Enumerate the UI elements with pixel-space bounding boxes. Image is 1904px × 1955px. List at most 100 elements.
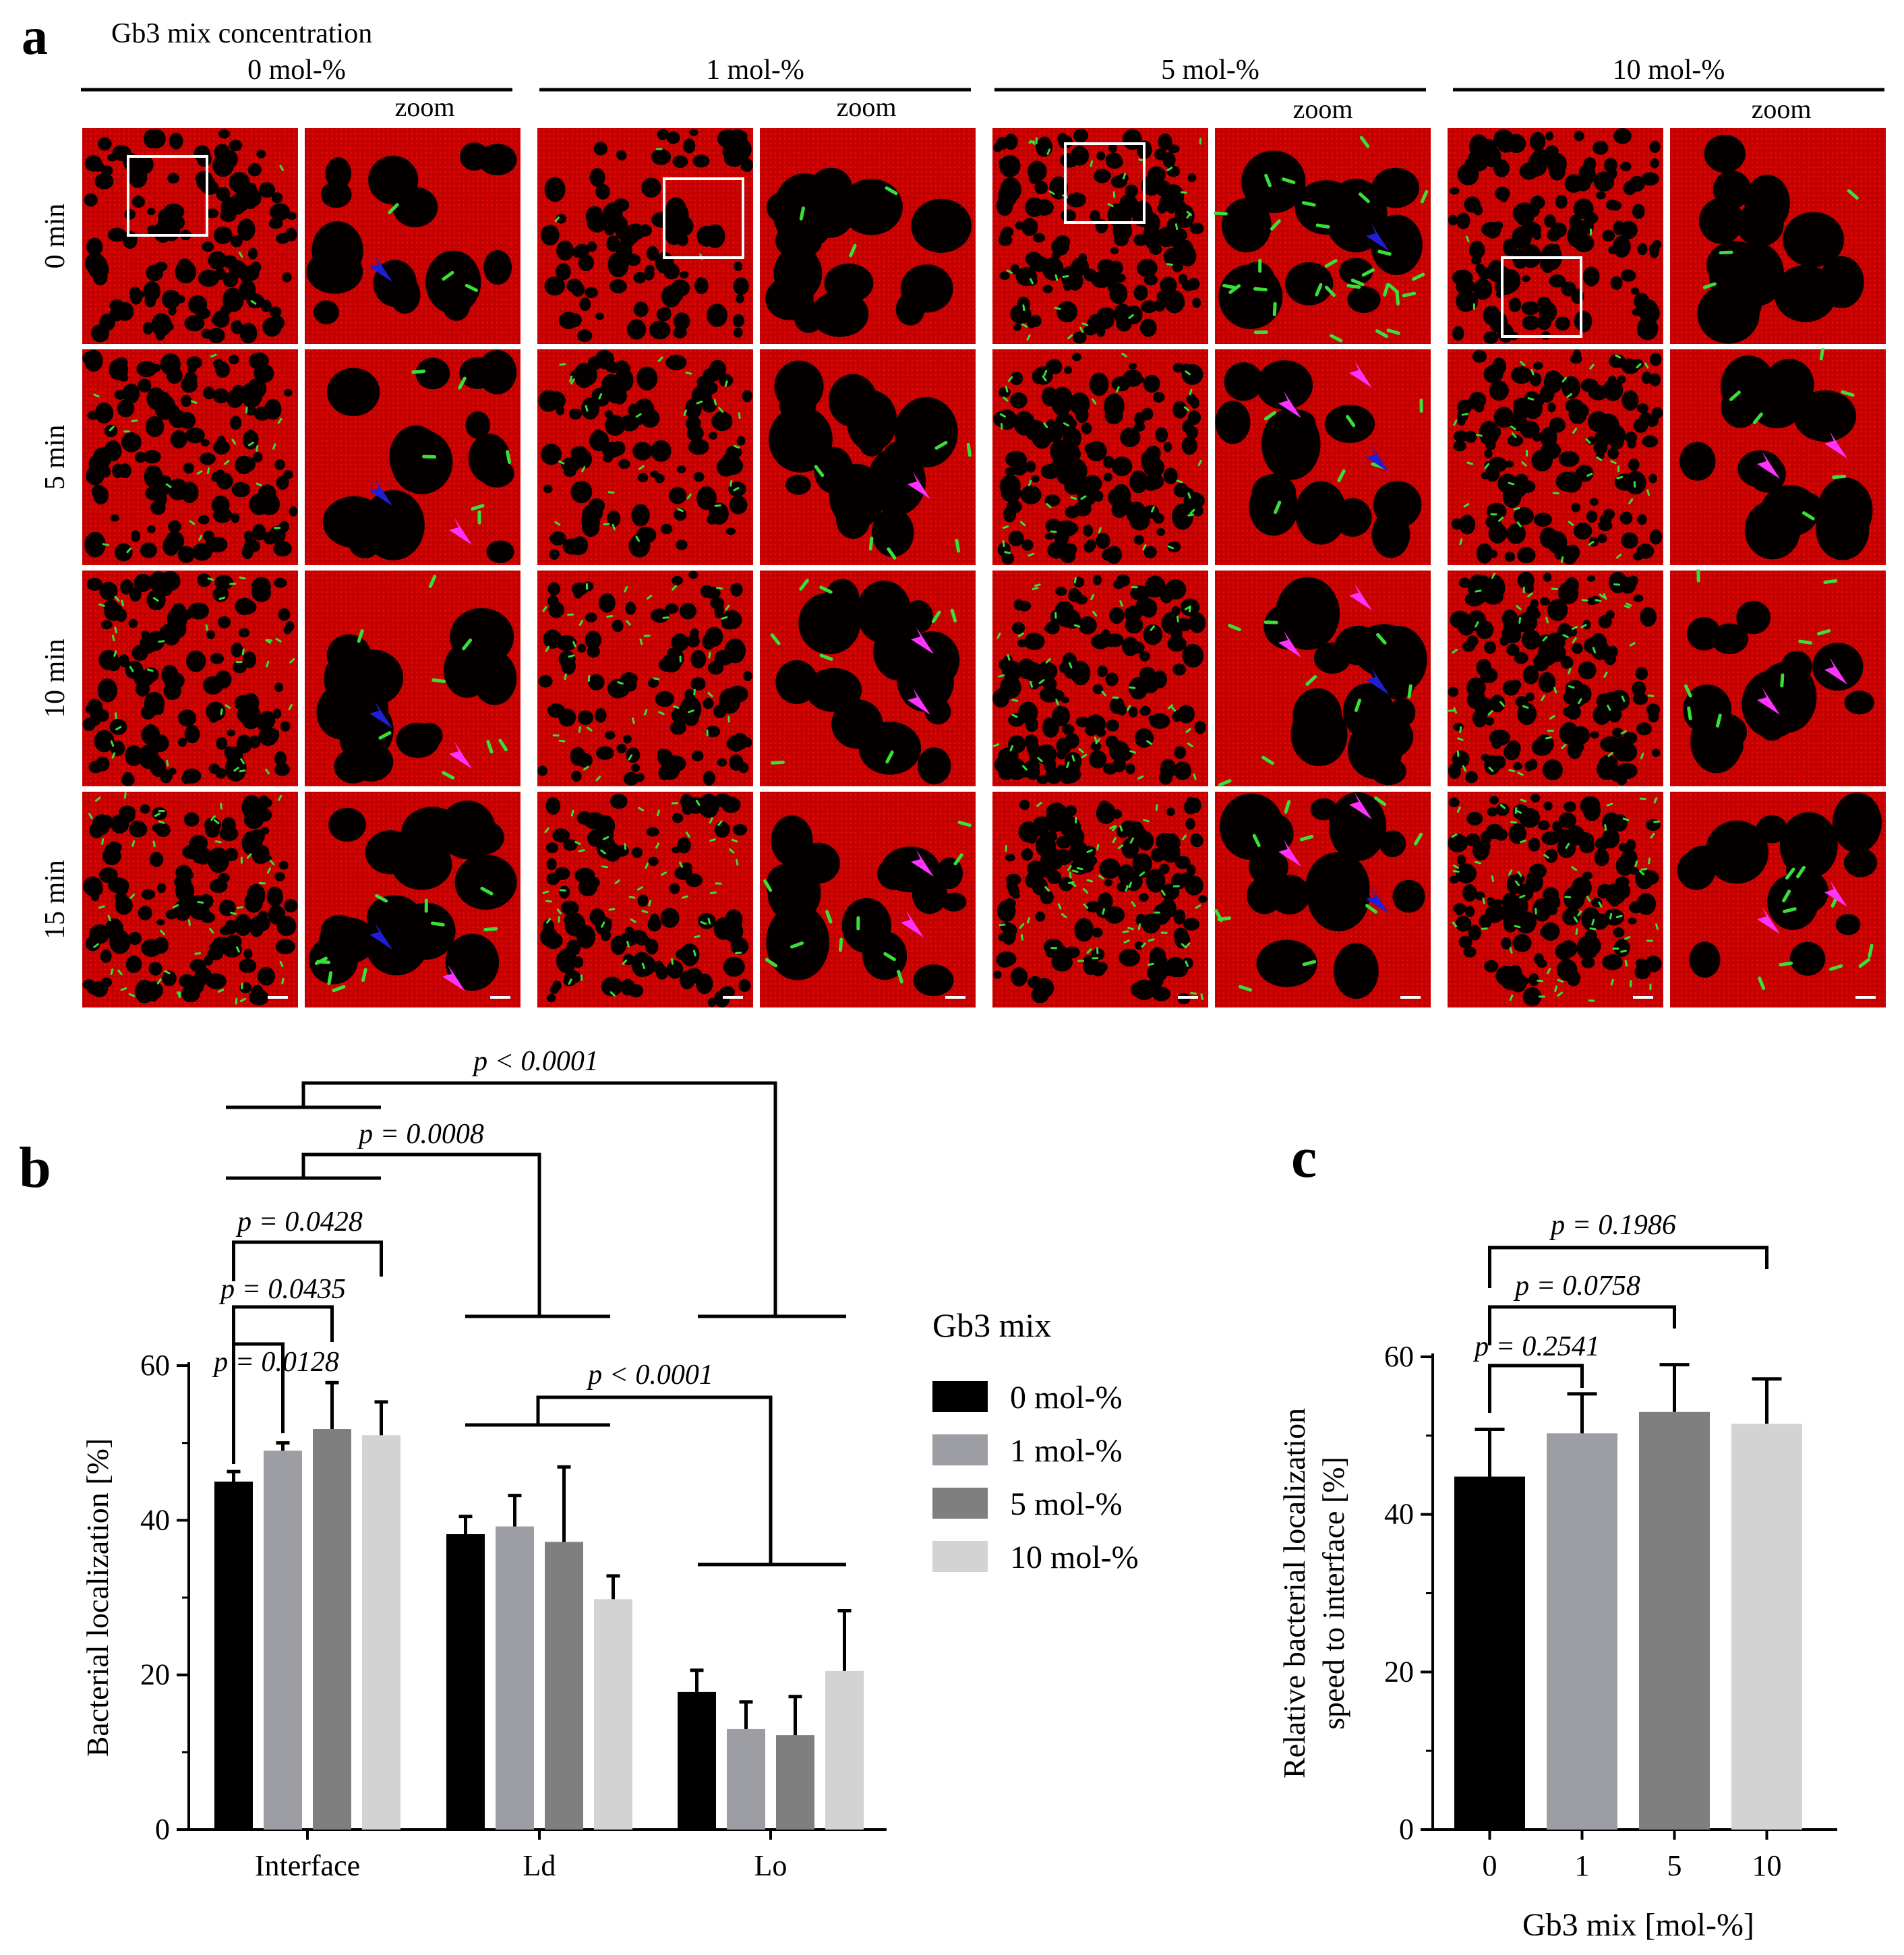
bacterium	[1086, 948, 1092, 954]
lipid-domain	[157, 883, 166, 894]
lipid-domain	[314, 300, 339, 324]
lipid-domain	[1642, 435, 1659, 448]
bacterium	[1517, 871, 1522, 877]
lipid-domain	[1517, 571, 1535, 589]
lipid-domain	[1103, 472, 1112, 482]
bacterium	[645, 862, 649, 869]
bacterium	[1101, 691, 1107, 697]
lipid-domain	[200, 439, 210, 446]
lipid-domain	[1023, 662, 1044, 682]
lipid-domain	[130, 530, 141, 542]
bacterium	[622, 959, 628, 965]
lipid-domain	[272, 708, 282, 719]
bacterium	[736, 858, 739, 866]
lipid-domain	[538, 675, 553, 688]
b-y-axis-label: Bacterial localization [%]	[80, 1438, 115, 1757]
bacterium	[1484, 463, 1490, 469]
bacterium	[1562, 634, 1569, 639]
bacterium	[825, 910, 833, 924]
tile-g3-zoom-r2	[1670, 568, 1886, 786]
bacterium	[1482, 897, 1485, 904]
lipid-domain	[1448, 797, 1460, 807]
bacterium	[542, 606, 547, 612]
lipid-domain	[556, 214, 567, 224]
lipid-domain	[1170, 626, 1183, 641]
bacterium	[1061, 913, 1067, 918]
lipid-domain	[894, 397, 958, 468]
lipid-domain	[1630, 287, 1640, 295]
bacterium	[1640, 753, 1644, 759]
lipid-domain	[1121, 838, 1139, 859]
lipid-domain	[711, 411, 733, 432]
lipid-domain	[1092, 684, 1104, 695]
lipid-domain	[1540, 597, 1550, 606]
lipid-domain	[1684, 846, 1723, 879]
lipid-domain	[671, 633, 689, 651]
bacterium	[1553, 687, 1557, 694]
bacterium	[1361, 268, 1375, 277]
bacterium	[191, 400, 198, 404]
lipid-domain	[1572, 349, 1582, 360]
lipid-domain	[547, 595, 559, 607]
lipid-domain	[1509, 972, 1527, 993]
bacterium	[574, 841, 581, 845]
bacterium	[113, 650, 117, 657]
lipid-domain	[1086, 440, 1107, 462]
bacterium	[1581, 599, 1588, 602]
lipid-domain	[666, 960, 684, 979]
bacterium	[1603, 671, 1608, 678]
bacterium	[934, 440, 948, 450]
bacterium	[718, 407, 724, 413]
arrow-pink	[1349, 361, 1372, 388]
bacterium	[545, 900, 552, 903]
lipid-domain	[1479, 420, 1499, 446]
lipid-domain	[996, 952, 1014, 968]
bacterium	[564, 673, 568, 680]
lipid-domain	[1103, 455, 1114, 469]
lipid-domain	[721, 452, 738, 472]
bacterium	[110, 740, 115, 747]
bacterium	[1488, 766, 1494, 772]
bacterium	[1079, 326, 1084, 333]
lipid-domain	[1526, 608, 1541, 620]
bacterium	[626, 620, 631, 626]
arrow-pink	[1757, 452, 1780, 479]
bacterium	[1508, 769, 1516, 773]
bacterium	[1121, 353, 1128, 357]
lipid-domain	[578, 710, 593, 726]
lipid-domain	[1017, 600, 1032, 612]
lipid-domain	[1111, 376, 1131, 392]
bacterium	[628, 896, 636, 899]
lipid-domain	[1524, 760, 1534, 771]
lipid-domain	[587, 829, 603, 847]
bacterium	[1284, 800, 1291, 814]
bacterium	[428, 575, 437, 589]
bacterium	[686, 831, 690, 838]
lipid-domain	[143, 450, 161, 464]
lipid-domain	[694, 276, 709, 295]
lipid-domain	[231, 513, 240, 523]
lipid-domain	[572, 247, 583, 258]
bacterium	[607, 491, 615, 494]
lipid-domain	[143, 981, 163, 1000]
bacterium	[1634, 860, 1638, 868]
lipid-domain	[247, 247, 258, 260]
lipid-domain	[540, 927, 558, 947]
panel-a-header: Gb3 mix concentration	[111, 18, 372, 49]
lipid-domain	[147, 208, 156, 216]
b-bar-Interface-5 mol-%	[313, 1429, 351, 1830]
lipid-domain	[1030, 314, 1042, 327]
bacterium	[1305, 675, 1317, 686]
bacterium	[1541, 695, 1545, 701]
lipid-domain	[136, 361, 157, 378]
lipid-domain	[1105, 546, 1122, 564]
lipid-domain	[1453, 440, 1466, 452]
lipid-domain	[1074, 918, 1094, 942]
bacterium	[1185, 960, 1189, 967]
lipid-domain	[1538, 672, 1556, 693]
lipid-domain	[1018, 821, 1040, 843]
bacterium	[1129, 686, 1136, 689]
lipid-domain	[156, 918, 165, 926]
lipid-domain	[1133, 234, 1148, 246]
lipid-domain	[1476, 543, 1493, 564]
